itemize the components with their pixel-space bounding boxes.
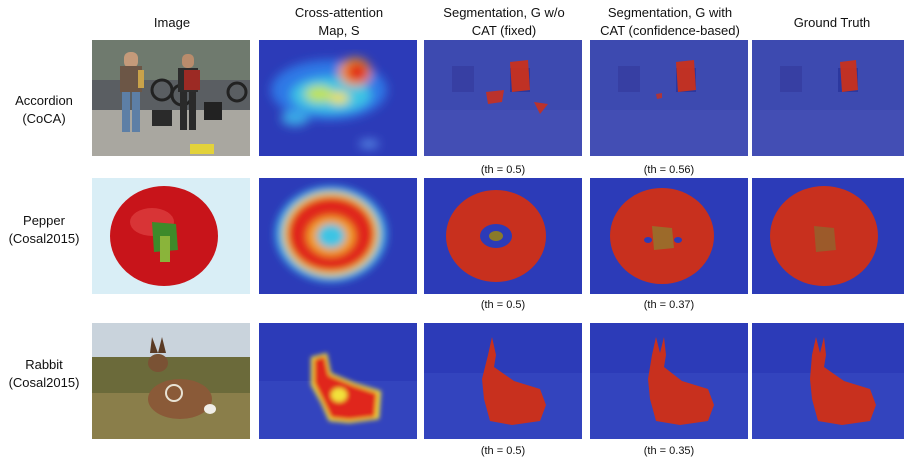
- rabbit-attention-map: [259, 323, 417, 439]
- accordion-seg-fixed: [424, 40, 582, 156]
- pepper-attention-map: [259, 178, 417, 294]
- accordion-threshold-cat: (th = 0.56): [643, 164, 695, 176]
- pepper-seg-fixed: [424, 178, 582, 294]
- column-header-seg-fixed: Segmentation, G w/o CAT (fixed): [443, 5, 565, 38]
- pepper-ground-truth: [752, 178, 904, 294]
- column-header-cross-attention: Cross-attention Map, S: [294, 5, 384, 38]
- column-header-ground-truth: Ground Truth: [793, 15, 871, 30]
- accordion-seg-cat: [590, 40, 748, 156]
- rabbit-threshold-cat: (th = 0.35): [643, 445, 695, 457]
- rabbit-seg-cat: [590, 323, 748, 439]
- rabbit-ground-truth: [752, 323, 904, 439]
- pepper-image: [92, 178, 250, 294]
- pepper-seg-cat: [590, 178, 748, 294]
- rabbit-threshold-fixed: (th = 0.5): [480, 445, 526, 457]
- column-header-image: Image: [153, 15, 191, 30]
- accordion-ground-truth: [752, 40, 904, 156]
- column-header-seg-cat: Segmentation, G with CAT (confidence-bas…: [600, 5, 740, 38]
- row-label-rabbit: Rabbit (Cosal2015): [8, 357, 80, 390]
- pepper-threshold-fixed: (th = 0.5): [480, 299, 526, 311]
- row-label-accordion: Accordion (CoCA): [15, 93, 73, 126]
- rabbit-image: [92, 323, 250, 439]
- accordion-attention-map: [259, 40, 417, 156]
- row-label-pepper: Pepper (Cosal2015): [8, 213, 80, 246]
- pepper-threshold-cat: (th = 0.37): [643, 299, 695, 311]
- accordion-threshold-fixed: (th = 0.5): [480, 164, 526, 176]
- rabbit-seg-fixed: [424, 323, 582, 439]
- accordion-image: [92, 40, 250, 156]
